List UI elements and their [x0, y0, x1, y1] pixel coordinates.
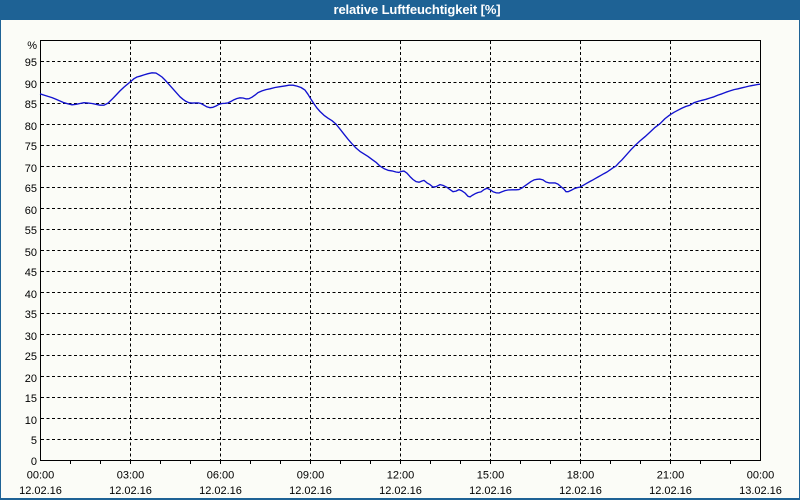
svg-text:85: 85	[25, 99, 37, 111]
svg-text:12.02.16: 12.02.16	[559, 485, 602, 497]
svg-text:5: 5	[31, 435, 37, 447]
svg-text:10: 10	[25, 415, 37, 427]
svg-text:00:00: 00:00	[27, 470, 55, 482]
svg-text:12.02.16: 12.02.16	[469, 485, 512, 497]
svg-text:12:00: 12:00	[387, 470, 415, 482]
svg-text:12.02.16: 12.02.16	[289, 485, 332, 497]
svg-text:00:00: 00:00	[747, 470, 775, 482]
svg-text:18:00: 18:00	[567, 470, 595, 482]
svg-text:09:00: 09:00	[297, 470, 325, 482]
svg-text:40: 40	[25, 289, 37, 301]
svg-text:55: 55	[25, 225, 37, 237]
svg-text:45: 45	[25, 267, 37, 279]
svg-text:relative Luftfeuchtigkeit [%]: relative Luftfeuchtigkeit [%]	[334, 2, 501, 17]
svg-text:25: 25	[25, 351, 37, 363]
svg-text:12.02.16: 12.02.16	[109, 485, 152, 497]
svg-text:95: 95	[25, 57, 37, 69]
svg-text:90: 90	[25, 79, 37, 91]
svg-text:13.02.16: 13.02.16	[739, 485, 782, 497]
svg-text:12.02.16: 12.02.16	[199, 485, 242, 497]
svg-text:60: 60	[25, 205, 37, 217]
svg-text:21:00: 21:00	[657, 470, 685, 482]
svg-text:70: 70	[25, 163, 37, 175]
svg-text:15: 15	[25, 393, 37, 405]
svg-text:65: 65	[25, 183, 37, 195]
svg-text:0: 0	[31, 456, 37, 468]
svg-text:80: 80	[25, 121, 37, 133]
svg-text:15:00: 15:00	[477, 470, 505, 482]
svg-text:75: 75	[25, 141, 37, 153]
svg-text:12.02.16: 12.02.16	[379, 485, 422, 497]
svg-text:06:00: 06:00	[207, 470, 235, 482]
svg-text:12.02.16: 12.02.16	[649, 485, 692, 497]
svg-text:50: 50	[25, 247, 37, 259]
svg-text:30: 30	[25, 331, 37, 343]
svg-text:12.02.16: 12.02.16	[19, 485, 62, 497]
svg-text:35: 35	[25, 309, 37, 321]
svg-text:20: 20	[25, 373, 37, 385]
svg-text:03:00: 03:00	[117, 470, 145, 482]
svg-text:%: %	[27, 40, 37, 52]
